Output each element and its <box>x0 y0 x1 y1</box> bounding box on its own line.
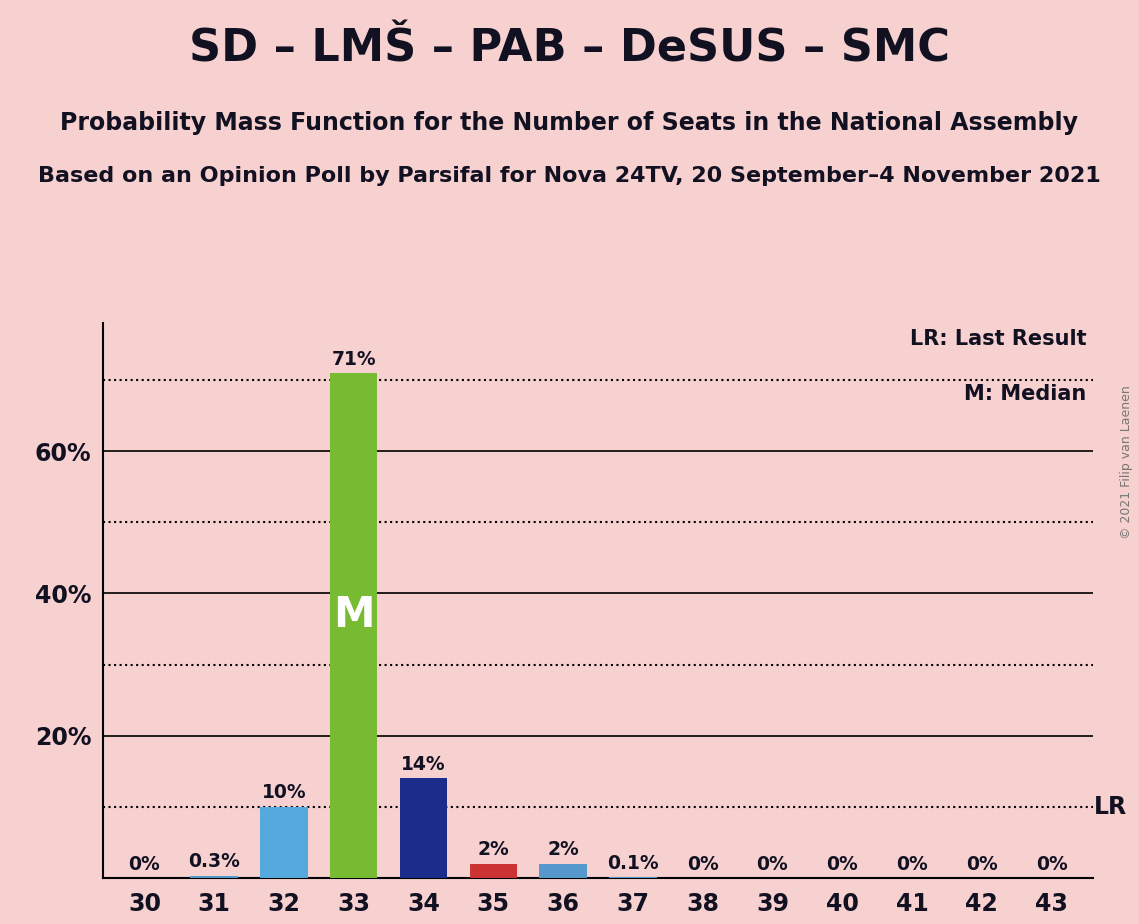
Text: 2%: 2% <box>547 840 579 859</box>
Text: Based on an Opinion Poll by Parsifal for Nova 24TV, 20 September–4 November 2021: Based on an Opinion Poll by Parsifal for… <box>38 166 1101 187</box>
Text: 0%: 0% <box>1035 855 1067 873</box>
Bar <box>400 778 448 878</box>
Text: © 2021 Filip van Laenen: © 2021 Filip van Laenen <box>1121 385 1133 539</box>
Text: 0%: 0% <box>756 855 788 873</box>
Text: 10%: 10% <box>262 784 306 802</box>
Bar <box>469 864 517 878</box>
Text: M: M <box>333 594 375 637</box>
Text: M: Median: M: Median <box>965 384 1087 405</box>
Bar <box>330 373 377 878</box>
Bar <box>260 807 308 878</box>
Text: 0%: 0% <box>826 855 858 873</box>
Text: 71%: 71% <box>331 350 376 369</box>
Bar <box>190 876 238 878</box>
Text: LR: LR <box>1093 795 1126 819</box>
Text: LR: Last Result: LR: Last Result <box>910 329 1087 349</box>
Text: 0%: 0% <box>966 855 998 873</box>
Text: SD – LMŠ – PAB – DeSUS – SMC: SD – LMŠ – PAB – DeSUS – SMC <box>189 28 950 71</box>
Text: 14%: 14% <box>401 755 445 774</box>
Text: Probability Mass Function for the Number of Seats in the National Assembly: Probability Mass Function for the Number… <box>60 111 1079 135</box>
Text: 0.1%: 0.1% <box>607 854 658 873</box>
Bar <box>540 864 587 878</box>
Text: 0%: 0% <box>896 855 928 873</box>
Text: 0%: 0% <box>687 855 719 873</box>
Text: 0.3%: 0.3% <box>188 853 240 871</box>
Text: 0%: 0% <box>129 855 161 873</box>
Text: 2%: 2% <box>477 840 509 859</box>
